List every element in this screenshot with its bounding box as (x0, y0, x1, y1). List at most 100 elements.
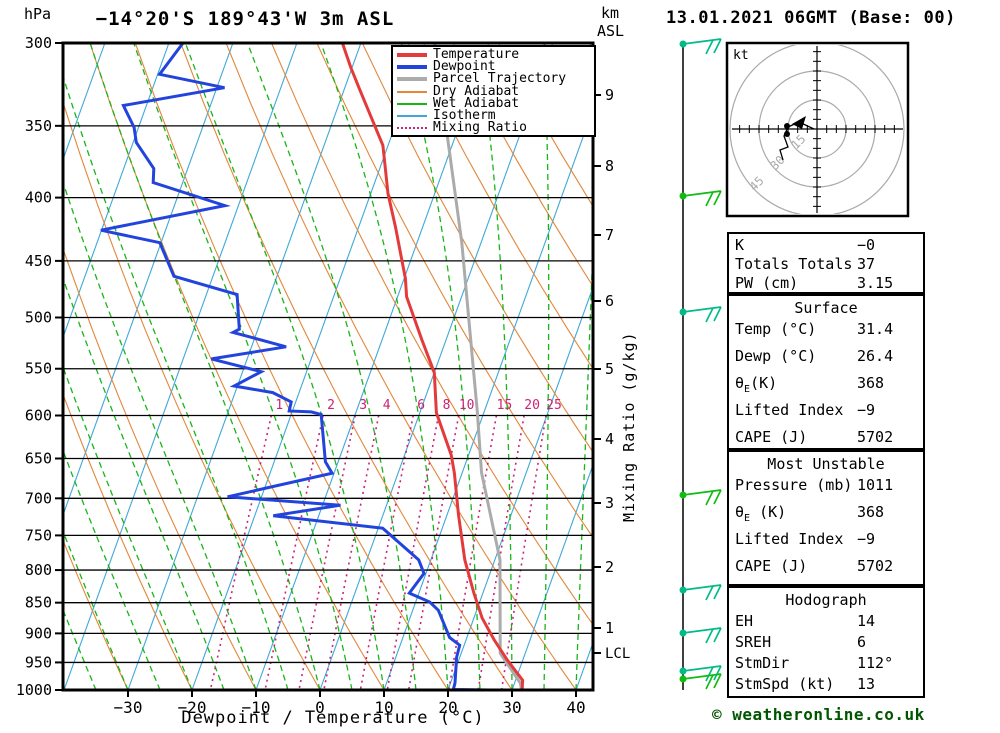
svg-text:1000: 1000 (16, 681, 52, 699)
svg-text:−10: −10 (242, 698, 271, 717)
table-row: Lifted Index −9 (735, 529, 917, 556)
dewpoint-line-icon (397, 65, 427, 70)
plot-frame (61, 41, 595, 692)
row-label: SREH (735, 633, 772, 651)
row-label: Lifted Index (735, 401, 844, 419)
temperature-curve (340, 43, 525, 690)
svg-text:30: 30 (502, 698, 521, 717)
svg-text:9: 9 (605, 86, 614, 104)
svg-text:400: 400 (25, 189, 52, 207)
svg-text:20: 20 (524, 398, 540, 413)
table-row: PW (cm) 3.15 (735, 274, 917, 293)
run-date-label: 13.01.2021 06GMT (Base: 00) (666, 8, 956, 28)
most-unstable-table: Most Unstable Pressure (mb) 1011 θE (K) 36… (727, 450, 925, 602)
mixing-ratio-line-icon (397, 127, 427, 130)
legend-item: Mixing Ratio (397, 121, 590, 134)
table-section-title: Hodograph (785, 591, 867, 609)
hodograph-unit-label: kt (733, 48, 749, 63)
wind-barb-column (679, 38, 722, 690)
row-label-sub: E (744, 384, 751, 395)
row-value: −9 (857, 530, 876, 548)
svg-text:−20: −20 (178, 698, 207, 717)
svg-text:0: 0 (315, 698, 325, 717)
row-value: 13 (857, 675, 876, 693)
svg-text:750: 750 (25, 526, 52, 544)
wind-barb-icon (679, 38, 722, 55)
height-axis-unit-km: km (601, 4, 620, 22)
temperature-tick-labels: −30 −20 −10 0 10 20 30 40 (114, 690, 586, 717)
row-value: 3.15 (857, 274, 894, 292)
row-label: Totals Totals (735, 255, 853, 273)
svg-text:40: 40 (566, 698, 585, 717)
table-row: EH 14 (735, 611, 917, 632)
row-label: StmDir (735, 654, 790, 672)
svg-text:650: 650 (25, 450, 52, 468)
row-value: 1011 (857, 476, 894, 494)
temperature-line-icon (397, 53, 427, 58)
svg-text:800: 800 (25, 561, 52, 579)
legend-item: Temperature (397, 47, 590, 63)
row-value: −9 (857, 401, 876, 419)
row-value: 368 (857, 503, 885, 521)
isotherm-line-icon (397, 115, 427, 118)
legend-item: Dry Adiabat (397, 85, 590, 98)
plot-area (63, 43, 593, 690)
table-row: Temp (°C) 31.4 (735, 319, 917, 346)
svg-text:2: 2 (605, 558, 614, 576)
legend-item: Dewpoint (397, 59, 590, 75)
wind-barb-icon (679, 584, 722, 601)
svg-text:10: 10 (459, 398, 475, 413)
dewpoint-curve (100, 43, 490, 690)
svg-text:3: 3 (605, 494, 614, 512)
hodograph-stats-table: Hodograph EH 14 SREH 6 StmDir 112° StmSpd (… (727, 586, 925, 698)
svg-text:4: 4 (605, 430, 614, 448)
svg-text:15: 15 (497, 398, 513, 413)
svg-text:3: 3 (359, 398, 367, 413)
row-label-rest: (K) (750, 374, 778, 392)
table-row: StmDir 112° (735, 653, 917, 674)
x-axis-label: Dewpoint / Temperature (°C) (181, 708, 485, 728)
svg-text:6: 6 (417, 398, 425, 413)
wind-barb-icon (679, 673, 722, 690)
copyright: © weatheronline.co.uk (712, 705, 925, 724)
wind-barb-icon (679, 489, 722, 506)
legend-label: Isotherm (433, 108, 496, 124)
table-section-title: Surface (794, 299, 858, 317)
row-value: 6 (857, 633, 867, 651)
svg-text:300: 300 (25, 34, 52, 52)
wind-barb-icon (679, 190, 722, 207)
row-label-sub: E (744, 513, 751, 524)
hodograph-ring (729, 45, 905, 214)
svg-text:4: 4 (383, 398, 391, 413)
svg-text:1: 1 (605, 619, 614, 637)
row-value: −0 (857, 236, 876, 254)
row-label: StmSpd (kt) (735, 675, 835, 693)
legend: Temperature Dewpoint Parcel Trajectory D… (391, 45, 596, 137)
legend-item: Wet Adiabat (397, 95, 590, 111)
wet-adiabat-lines (63, 43, 593, 690)
row-label: θ (735, 374, 745, 392)
wind-barb-icon (679, 665, 722, 682)
km-tick-labels: 9 8 7 6 5 4 3 2 1 LCL (593, 86, 630, 662)
legend-label: Wet Adiabat (433, 95, 520, 111)
row-label: EH (735, 612, 754, 630)
svg-text:550: 550 (25, 360, 52, 378)
svg-text:950: 950 (25, 653, 52, 671)
svg-text:8: 8 (443, 398, 451, 413)
row-value: 368 (857, 374, 885, 392)
row-label: θ (735, 503, 745, 521)
wind-barb-icon (679, 627, 722, 644)
mixing-ratio-labels: 1 2 3 4 6 8 10 15 20 25 (275, 398, 561, 413)
svg-text:1: 1 (275, 398, 283, 413)
pressure-axis-unit: hPa (24, 5, 52, 23)
table-row: Totals Totals 37 (735, 255, 917, 274)
wind-barb-icon (679, 306, 722, 323)
svg-text:8: 8 (605, 157, 614, 175)
legend-label: Dewpoint (433, 59, 496, 75)
page-title: −14°20'S 189°43'W 3m ASL (95, 8, 395, 30)
svg-text:7: 7 (605, 226, 614, 244)
legend-label: Temperature (433, 47, 520, 63)
svg-text:350: 350 (25, 117, 52, 135)
legend-item: Parcel Trajectory (397, 72, 590, 85)
legend-item: Isotherm (397, 108, 590, 124)
